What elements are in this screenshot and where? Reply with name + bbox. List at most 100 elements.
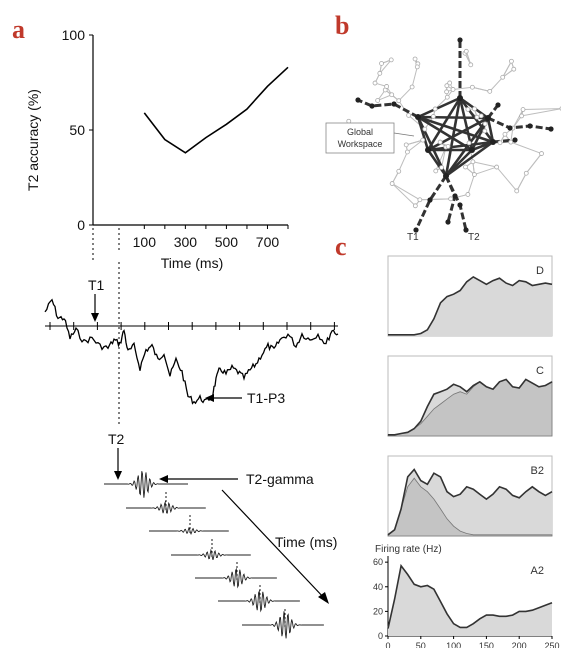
- network-edge: [516, 172, 527, 192]
- firing-xtick-label: 100: [446, 641, 461, 648]
- network-node: [469, 84, 475, 90]
- gamma-burst-trace: [104, 471, 188, 498]
- network-t2-label: T2: [468, 232, 480, 243]
- network-edge: [411, 66, 418, 88]
- gamma-burst-trace: [242, 611, 324, 639]
- network-node: [482, 121, 488, 127]
- network-edge: [502, 60, 512, 78]
- workspace-edge: [458, 97, 495, 143]
- t2-arrowhead: [114, 471, 122, 480]
- pathway-node: [445, 219, 451, 225]
- workspace-label-line1: Global: [347, 127, 373, 137]
- pathway-node: [427, 197, 433, 203]
- accuracy-x-label: Time (ms): [161, 255, 223, 271]
- network-edge: [379, 59, 392, 74]
- workspace-node: [490, 139, 496, 145]
- network-node: [482, 128, 488, 134]
- network-node: [439, 165, 444, 170]
- firing-t2-component: [387, 477, 553, 537]
- workspace-edge: [427, 140, 494, 152]
- network-node: [494, 164, 500, 170]
- network-edge: [523, 108, 561, 111]
- network-node: [422, 126, 428, 132]
- firing-xtick-label: 150: [479, 641, 494, 648]
- t1-arrowhead: [91, 313, 99, 322]
- workspace-edge: [444, 117, 490, 177]
- time-arrow: [221, 489, 327, 601]
- pathway-node: [457, 37, 463, 43]
- network-edge: [407, 139, 424, 153]
- pathway-edge: [487, 116, 552, 131]
- workspace-node: [485, 115, 491, 121]
- network-edge: [406, 139, 423, 146]
- network-node: [444, 89, 450, 95]
- firing-xtick-label: 250: [544, 641, 559, 648]
- accuracy-ytick-label: 0: [77, 217, 85, 233]
- network-node: [409, 84, 415, 90]
- network-node: [396, 98, 402, 104]
- workspace-pointer: [393, 132, 415, 137]
- network-node: [437, 139, 443, 145]
- p3-arrowhead: [205, 394, 214, 402]
- network-node: [412, 203, 418, 209]
- network-node: [509, 58, 514, 64]
- firing-rate-panels: D C B2 A2 0 50 100 150 200 250 0 20 40 60: [373, 255, 560, 648]
- network-node: [450, 87, 456, 92]
- workspace-node: [415, 114, 421, 120]
- accuracy-xtick-label: 300: [174, 234, 198, 250]
- network-t1-label: T1: [407, 232, 419, 243]
- pathway-edge: [414, 175, 448, 231]
- network-node: [465, 192, 471, 197]
- network-node: [404, 149, 410, 155]
- network-node: [372, 80, 378, 86]
- firing-panel-label: C: [536, 365, 544, 377]
- t1-p3-label: T1-P3: [247, 390, 285, 406]
- t1-label: T1: [88, 277, 105, 293]
- pathway-node: [457, 202, 463, 208]
- network-edge: [496, 166, 518, 192]
- network-node: [444, 94, 450, 100]
- network-node: [463, 48, 469, 54]
- network-node: [389, 92, 395, 98]
- firing-area-fill: [388, 276, 552, 336]
- firing-area-fill: [388, 565, 552, 636]
- workspace-edge: [445, 149, 473, 177]
- gamma-burst-trace: [218, 589, 300, 613]
- firing-ytick-label: 0: [378, 631, 383, 641]
- time-arrow-label: Time (ms): [275, 534, 337, 550]
- workspace-edge: [426, 97, 462, 151]
- firing-total-line: [388, 378, 553, 436]
- workspace-edge: [427, 116, 489, 152]
- firing-panel-c: C: [387, 355, 553, 437]
- pathway-node: [548, 126, 554, 132]
- network-node: [406, 112, 412, 118]
- gamma-arrowhead: [159, 475, 168, 483]
- firing-panel-label: D: [536, 265, 544, 277]
- firing-ytick-label: 20: [373, 606, 383, 616]
- network-node: [539, 151, 544, 156]
- network-node: [502, 131, 508, 137]
- network-node: [465, 106, 471, 112]
- accuracy-series-line: [143, 66, 289, 154]
- firing-ytick-label: 40: [373, 582, 383, 592]
- firing-xtick-label: 50: [416, 641, 426, 648]
- pathway-edge: [492, 138, 516, 144]
- accuracy-ytick-label: 50: [69, 122, 85, 138]
- firing-rate-ylabel: Firing rate (Hz): [375, 544, 442, 555]
- network-edge: [452, 86, 473, 90]
- accuracy-y-label: T2 accuracy (%): [25, 89, 41, 191]
- accuracy-xtick-label: 500: [215, 234, 239, 250]
- firing-total-line: [388, 275, 553, 336]
- t2-label: T2: [108, 431, 125, 447]
- workspace-label-box: [325, 122, 395, 154]
- network-node: [447, 80, 453, 86]
- network-node: [445, 144, 451, 149]
- pathway-node: [507, 125, 513, 131]
- workspace-node: [469, 147, 475, 153]
- firing-total-line: [387, 468, 553, 536]
- network-node: [432, 106, 438, 112]
- network-edge: [510, 141, 542, 155]
- global-workspace-network: Global Workspace T1 T2: [325, 37, 561, 243]
- network-node: [511, 66, 517, 72]
- workspace-node: [425, 147, 431, 153]
